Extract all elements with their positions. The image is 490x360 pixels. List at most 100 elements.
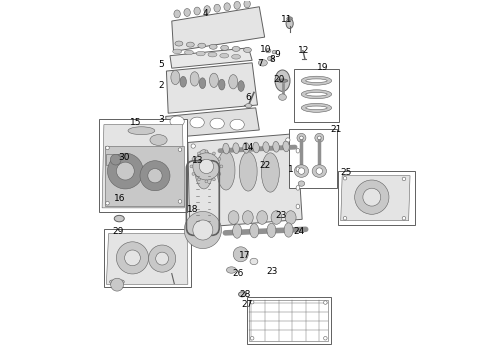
Ellipse shape [258,60,268,66]
Ellipse shape [106,146,109,150]
Circle shape [117,162,134,180]
Text: 1: 1 [288,165,294,174]
Ellipse shape [243,143,249,153]
Ellipse shape [306,106,327,110]
Ellipse shape [174,10,180,18]
Ellipse shape [197,152,200,155]
Ellipse shape [312,165,326,177]
Bar [99,119,187,212]
Bar [105,146,184,206]
Text: 6: 6 [245,93,251,102]
Circle shape [355,180,389,214]
Circle shape [117,242,148,274]
Ellipse shape [114,215,124,222]
Ellipse shape [266,49,271,53]
Polygon shape [102,125,184,208]
Ellipse shape [220,53,229,58]
Ellipse shape [220,45,228,50]
Text: 24: 24 [293,227,304,236]
Circle shape [148,245,176,272]
Polygon shape [341,176,410,221]
Ellipse shape [172,49,182,54]
Ellipse shape [402,216,406,220]
Ellipse shape [205,150,208,153]
Ellipse shape [171,70,180,85]
Bar [289,129,337,188]
Ellipse shape [267,223,276,238]
Ellipse shape [180,76,186,87]
Polygon shape [167,63,258,113]
Ellipse shape [184,50,194,55]
Ellipse shape [286,138,290,142]
Ellipse shape [217,151,235,190]
Ellipse shape [230,119,245,130]
Ellipse shape [283,141,289,152]
Ellipse shape [285,211,296,224]
Ellipse shape [287,17,293,20]
Ellipse shape [188,220,192,224]
Ellipse shape [297,134,306,142]
Ellipse shape [223,143,229,154]
Text: 5: 5 [158,60,164,69]
Circle shape [193,153,220,180]
Ellipse shape [196,51,205,56]
Text: 20: 20 [273,75,285,84]
Text: 19: 19 [317,63,329,72]
Circle shape [148,168,162,183]
Ellipse shape [190,117,204,128]
Ellipse shape [214,4,220,12]
Circle shape [199,159,214,174]
Bar [247,297,331,343]
Text: 21: 21 [330,126,342,135]
Ellipse shape [218,157,221,160]
Text: 3: 3 [158,115,164,124]
Circle shape [193,220,213,240]
Ellipse shape [296,148,300,153]
Text: 26: 26 [232,269,244,278]
Ellipse shape [323,301,327,304]
Circle shape [363,188,381,206]
Ellipse shape [232,46,240,51]
Polygon shape [170,48,252,68]
Ellipse shape [205,180,208,183]
Ellipse shape [192,157,195,160]
Text: 2: 2 [158,81,164,90]
Text: 14: 14 [243,143,254,152]
Ellipse shape [238,81,245,91]
Ellipse shape [343,176,347,180]
Ellipse shape [250,300,254,304]
Polygon shape [106,234,188,284]
Ellipse shape [218,172,221,175]
Ellipse shape [233,224,242,238]
Ellipse shape [213,178,215,181]
Ellipse shape [301,76,332,85]
Ellipse shape [279,94,287,100]
Ellipse shape [243,211,253,224]
Ellipse shape [190,165,193,168]
Ellipse shape [294,165,309,177]
Ellipse shape [186,42,194,47]
Text: 8: 8 [269,55,275,64]
Circle shape [110,154,121,165]
Ellipse shape [245,104,252,108]
Ellipse shape [268,56,274,61]
Text: 9: 9 [274,50,280,59]
Ellipse shape [128,127,155,135]
Text: 23: 23 [275,211,287,220]
Ellipse shape [239,152,257,191]
Bar [338,171,415,225]
Polygon shape [166,108,259,138]
Ellipse shape [296,204,300,209]
Ellipse shape [233,247,248,262]
Ellipse shape [204,6,210,14]
Ellipse shape [209,73,219,87]
Ellipse shape [244,0,250,8]
Ellipse shape [290,213,294,218]
Bar [106,154,126,165]
Ellipse shape [253,142,259,153]
Ellipse shape [277,79,288,82]
Ellipse shape [272,50,276,54]
Ellipse shape [275,70,290,91]
Ellipse shape [194,7,200,15]
Ellipse shape [233,143,239,154]
